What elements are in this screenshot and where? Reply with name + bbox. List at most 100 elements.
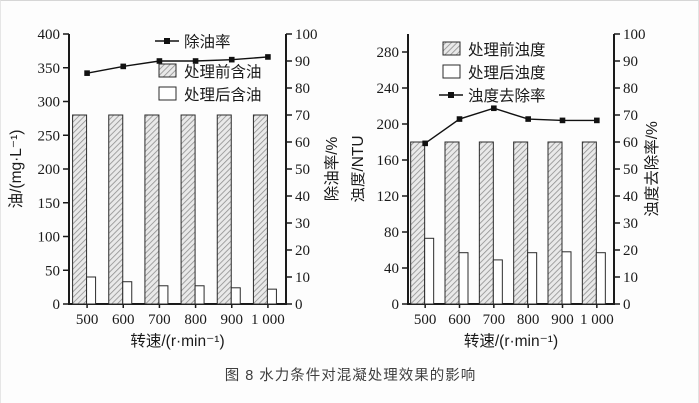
axis-tick-label: 20	[295, 243, 310, 259]
axis-tick-label: 40	[623, 189, 638, 205]
hatched-bar	[410, 141, 426, 305]
legend-hatch-swatch	[442, 41, 461, 56]
axis-tick-label: 1 000	[251, 312, 285, 328]
axis-tick-label: 70	[295, 108, 310, 124]
square-marker	[456, 116, 463, 122]
axis-tick-label: 30	[295, 216, 310, 232]
hatched-bar	[252, 114, 268, 305]
open-bar	[266, 288, 277, 305]
hatched-bar	[144, 114, 160, 305]
axis-tick-label: 80	[623, 81, 638, 97]
axis-tick-label: 200	[38, 162, 61, 178]
axis-tick-label: 900	[551, 312, 574, 328]
axis-tick-label: 10	[623, 270, 638, 286]
hatched-bar	[478, 141, 494, 305]
legend-item: 处理后浊度	[442, 64, 546, 82]
legend-hatch-swatch	[158, 63, 177, 78]
turbidity-chart: 0 40 80 120 160 200 240 280 0 10 20 30 40 50 60 70 80 90 1…	[349, 27, 661, 350]
legend-label: 处理前浊度	[468, 41, 546, 59]
axis-tick-label: 60	[623, 135, 638, 151]
axis-tick-label: 900	[221, 312, 244, 328]
open-bar	[194, 285, 205, 305]
axis-tick-label: 150	[38, 196, 61, 212]
axis-tick-label: 350	[38, 61, 61, 77]
axis-tick-label: 800	[517, 312, 540, 328]
legend-label: 处理后含油	[184, 86, 262, 104]
axis-tick-label: 70	[623, 108, 638, 124]
axis-tick-label: 100	[623, 27, 646, 43]
axis-tick-label: 0	[53, 297, 61, 313]
open-bar	[86, 276, 97, 305]
legend-open-swatch	[442, 64, 461, 79]
square-marker	[594, 117, 600, 124]
axis-tick-label: 60	[295, 135, 310, 151]
right-axis-title: 除油率/%	[323, 136, 341, 201]
axis-tick-label: 80	[384, 225, 399, 241]
turbidity-chart-panel: 0 40 80 120 160 200 240 280 0 10 20 30 40 50 60 70 80 90 1…	[349, 1, 698, 353]
legend-label: 处理后浊度	[468, 64, 546, 82]
trend-line	[86, 56, 268, 74]
axis-tick-label: 80	[295, 81, 310, 97]
figure-caption: 图 8 水力条件对混凝处理效果的影响	[224, 368, 477, 384]
square-marker	[156, 58, 163, 64]
hatched-bar	[581, 141, 597, 305]
axis-tick-label: 100	[295, 27, 318, 43]
open-bar	[458, 252, 469, 305]
axis-tick-label: 50	[45, 263, 60, 279]
axis-tick-label: 700	[148, 312, 171, 328]
axis-tick-label: 240	[377, 81, 400, 97]
open-bar	[561, 251, 572, 305]
open-bar	[230, 287, 241, 305]
left-axis-title: 油/(mg·L⁻¹)	[7, 130, 25, 209]
hatched-bar	[180, 114, 196, 305]
axis-tick-label: 500	[414, 312, 437, 328]
legend-item: 除油率	[155, 33, 231, 51]
axis-tick-label: 50	[295, 162, 310, 178]
square-marker	[192, 58, 199, 64]
square-marker	[559, 117, 566, 124]
legend-square-marker	[164, 38, 170, 44]
trend-line	[424, 107, 597, 144]
axis-tick-label: 160	[377, 153, 400, 169]
open-bar	[122, 281, 133, 305]
hatched-bar	[108, 114, 124, 305]
square-marker	[422, 140, 428, 147]
x-axis-title: 转速/(r·min⁻¹)	[464, 332, 558, 350]
square-marker	[265, 54, 271, 60]
square-marker	[525, 116, 531, 122]
legend-item: 处理前含油	[158, 63, 262, 81]
open-bar	[595, 252, 606, 305]
axis-tick-label: 500	[76, 312, 99, 328]
axis-tick-label: 100	[38, 230, 61, 246]
axis-tick-label: 0	[623, 297, 631, 313]
square-marker	[120, 63, 127, 70]
hatched-bar	[547, 141, 563, 305]
open-bar	[424, 237, 435, 305]
right-axis-title: 浊度去除率/%	[643, 121, 661, 217]
square-marker	[491, 105, 497, 112]
axis-tick-label: 90	[295, 54, 310, 70]
axis-tick-label: 200	[377, 117, 400, 133]
hatched-bar	[513, 141, 529, 305]
axis-tick-label: 280	[377, 45, 400, 61]
legend-label: 除油率	[184, 33, 231, 51]
axis-tick-label: 40	[384, 261, 399, 277]
legend-open-swatch	[158, 86, 177, 101]
legend-item: 浊度去除率	[439, 87, 546, 105]
legend-item: 处理后含油	[158, 86, 262, 104]
axis-tick-label: 30	[623, 216, 638, 232]
left-axis-title: 浊度/NTU	[351, 135, 367, 202]
axis-tick-label: 20	[623, 243, 638, 259]
axis-tick-label: 600	[448, 312, 471, 328]
oil-chart-panel: 0 50 100 150 200 250 300 350 400 0 10 20 30 40 50 60 70 8…	[1, 1, 351, 353]
legend-label: 浊度去除率	[468, 87, 546, 105]
axis-tick-label: 120	[377, 189, 400, 205]
x-axis-title: 转速/(r·min⁻¹)	[130, 332, 224, 350]
hatched-bar	[216, 114, 232, 305]
axis-tick-label: 700	[483, 312, 506, 328]
axis-tick-label: 0	[295, 297, 303, 313]
axis-tick-label: 50	[623, 162, 638, 178]
open-bar	[527, 252, 538, 305]
hatched-bar	[444, 141, 460, 305]
